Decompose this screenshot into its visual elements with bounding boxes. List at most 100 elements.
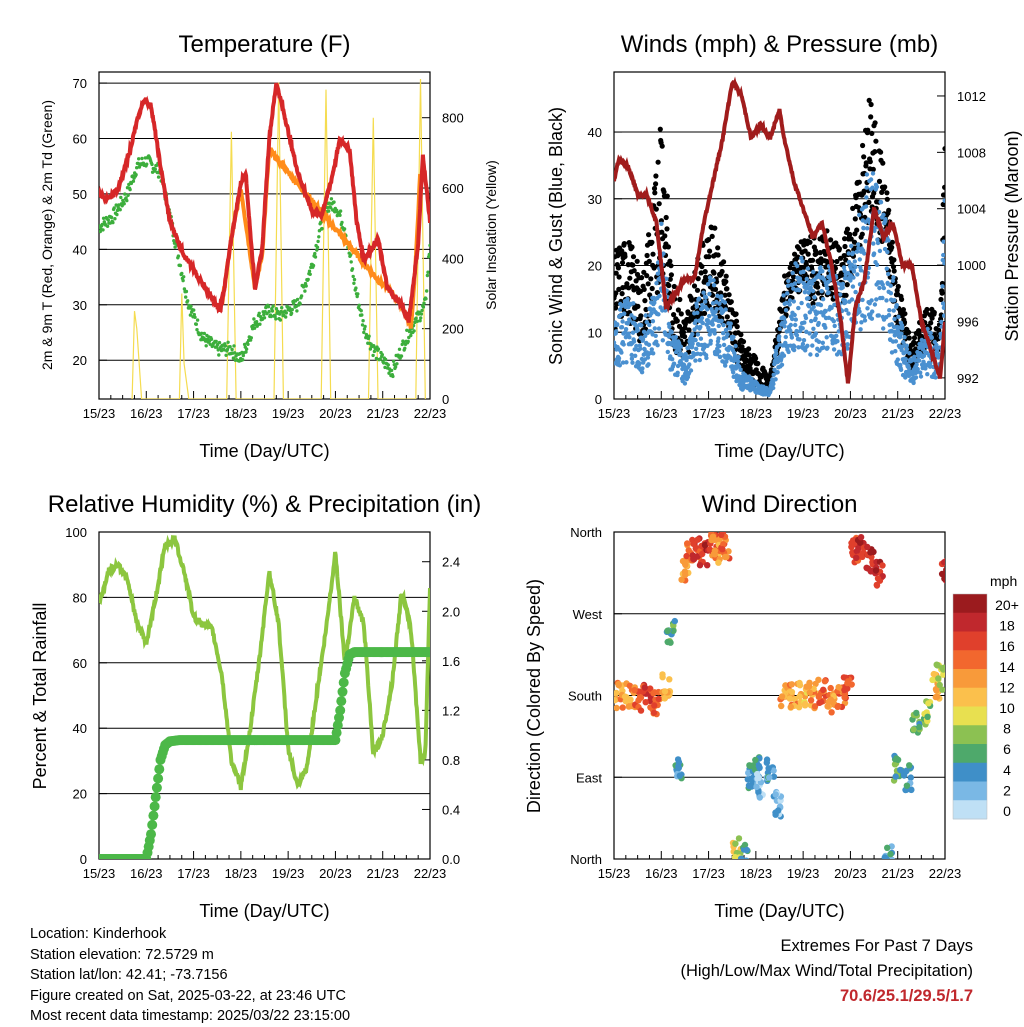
dewpoint-point bbox=[270, 309, 275, 313]
direction-point bbox=[778, 693, 786, 700]
wind-point bbox=[787, 302, 792, 307]
gust-point bbox=[878, 149, 884, 155]
wind-point bbox=[682, 381, 688, 386]
gust-point bbox=[695, 276, 701, 282]
wind-point bbox=[846, 259, 852, 265]
direction-point bbox=[752, 756, 759, 764]
x-tick-label-humidity: 15/23 bbox=[83, 866, 116, 881]
wind-point bbox=[768, 388, 773, 394]
dewpoint-point bbox=[338, 209, 343, 213]
direction-point bbox=[872, 567, 880, 574]
wind-point bbox=[916, 358, 922, 363]
direction-point bbox=[745, 858, 749, 859]
dewpoint-point bbox=[317, 235, 321, 239]
wind-point bbox=[874, 262, 880, 267]
gust-point bbox=[712, 286, 719, 292]
dewpoint-point bbox=[117, 203, 121, 207]
x-axis-label-temperature: Time (Day/UTC) bbox=[199, 441, 329, 461]
wind-point bbox=[700, 320, 705, 326]
direction-point bbox=[766, 774, 773, 781]
direction-point bbox=[827, 684, 834, 692]
wind-point bbox=[796, 288, 802, 293]
direction-point bbox=[907, 774, 914, 781]
wind-point bbox=[818, 302, 824, 308]
y-axis-label-winds: Sonic Wind & Gust (Blue, Black) bbox=[546, 107, 566, 365]
dewpoint-point bbox=[267, 309, 271, 314]
gust-point bbox=[807, 239, 813, 245]
y-axis-label-humidity: Percent & Total Rainfall bbox=[30, 603, 50, 790]
gust-point bbox=[614, 290, 619, 296]
wind-point bbox=[693, 358, 698, 363]
dewpoint-point bbox=[352, 281, 356, 285]
gust-point bbox=[740, 339, 747, 345]
wind-point bbox=[889, 350, 895, 355]
gust-point bbox=[646, 258, 652, 264]
direction-point bbox=[925, 700, 932, 707]
direction-point bbox=[820, 686, 827, 693]
dewpoint-point bbox=[325, 206, 330, 210]
wind-point bbox=[853, 264, 858, 270]
gust-point bbox=[890, 264, 897, 270]
dewpoint-point bbox=[262, 316, 267, 320]
wind-point bbox=[703, 299, 708, 304]
dewpoint-point bbox=[252, 317, 256, 321]
wind-point bbox=[887, 308, 892, 313]
gust-point bbox=[701, 310, 708, 316]
wind-point bbox=[801, 338, 807, 343]
wind-point bbox=[820, 297, 826, 302]
wind-point bbox=[781, 353, 787, 358]
direction-point bbox=[857, 534, 865, 541]
wind-point bbox=[816, 339, 822, 344]
dewpoint-point bbox=[399, 354, 404, 358]
wind-point bbox=[860, 297, 865, 303]
wind-point bbox=[877, 248, 883, 254]
gust-point bbox=[891, 257, 897, 263]
wind-point bbox=[703, 295, 709, 300]
wind-point bbox=[851, 269, 857, 274]
wind-point bbox=[615, 322, 620, 327]
direction-point bbox=[661, 688, 669, 695]
wind-point bbox=[907, 351, 912, 356]
wind-point bbox=[723, 327, 729, 333]
direction-point bbox=[675, 764, 682, 772]
gust-point bbox=[867, 159, 873, 165]
wind-point bbox=[781, 293, 786, 298]
y2-tick-label-temperature: 400 bbox=[442, 251, 464, 266]
y2-tick-label-winds: 992 bbox=[957, 371, 979, 386]
dewpoint-point bbox=[352, 277, 357, 282]
gust-point bbox=[854, 227, 860, 233]
y-tick-label-wind_direction: South bbox=[568, 689, 602, 704]
gust-point bbox=[906, 329, 912, 335]
gust-point bbox=[848, 236, 854, 242]
gust-point bbox=[938, 296, 944, 303]
wind-point bbox=[829, 305, 834, 310]
dewpoint-point bbox=[150, 162, 154, 167]
gust-point bbox=[652, 190, 658, 196]
wind-point bbox=[640, 337, 646, 342]
wind-point bbox=[705, 307, 710, 312]
wind-point bbox=[840, 281, 846, 287]
gust-point bbox=[643, 306, 649, 313]
gust-point bbox=[622, 253, 628, 260]
wind-point bbox=[884, 298, 889, 303]
wind-point bbox=[809, 318, 814, 324]
y-tick-label-winds: 10 bbox=[588, 325, 602, 340]
precip-point bbox=[334, 712, 344, 723]
wind-point bbox=[673, 334, 678, 340]
dewpoint-point bbox=[184, 295, 188, 299]
wind-point bbox=[906, 365, 912, 371]
gust-point bbox=[656, 201, 662, 207]
gust-point bbox=[630, 254, 637, 260]
direction-point bbox=[791, 695, 798, 703]
x-tick-label-temperature: 22/23 bbox=[414, 406, 447, 421]
gust-point bbox=[723, 279, 729, 285]
direction-point bbox=[879, 562, 886, 569]
location-text: Location: Kinderhook bbox=[30, 926, 167, 942]
dewpoint-point bbox=[415, 319, 420, 323]
y2-tick-label-humidity: 2.4 bbox=[442, 555, 460, 570]
x-tick-label-winds: 22/23 bbox=[929, 406, 962, 421]
wind-point bbox=[788, 343, 793, 348]
y-tick-label-wind_direction: North bbox=[570, 525, 602, 540]
wind-point bbox=[850, 250, 856, 255]
x-tick-label-winds: 16/23 bbox=[645, 406, 678, 421]
